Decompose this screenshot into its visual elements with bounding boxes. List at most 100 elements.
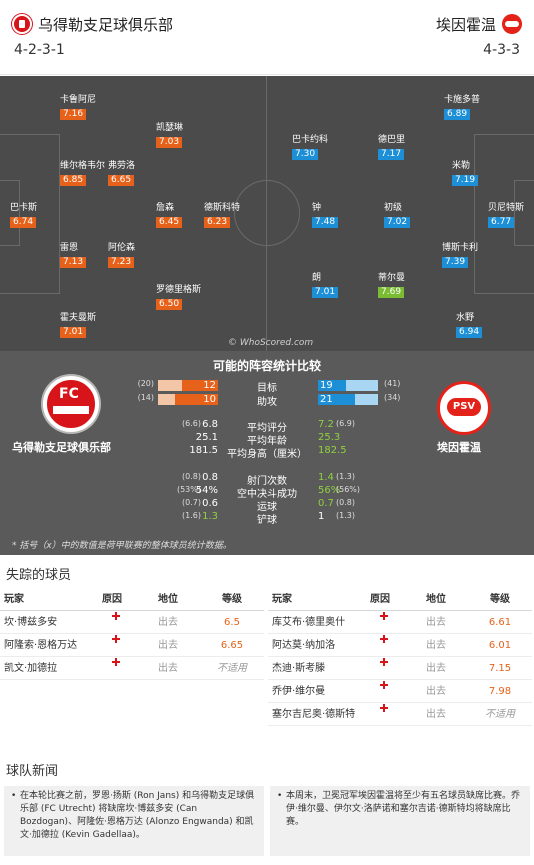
injury-cross-icon <box>380 704 388 712</box>
missing-player-name[interactable]: 乔伊·维尔曼 <box>272 686 326 697</box>
missing-table-header: 玩家 原因 地位 等级 <box>268 588 532 611</box>
away-player[interactable]: 钟 7.48 <box>312 202 339 228</box>
away-player[interactable]: 朗 7.01 <box>312 272 339 298</box>
away-player[interactable]: 巴卡约科 7.30 <box>292 134 328 160</box>
grade-cell: 不适用 <box>217 663 247 674</box>
player-name: 贝尼特斯 <box>488 203 525 213</box>
home-prev-value: (53%) <box>176 485 201 494</box>
player-rating: 7.69 <box>378 287 405 298</box>
player-name: 德巴里 <box>378 135 406 145</box>
away-player[interactable]: 初级 7.02 <box>384 202 411 228</box>
status-cell: 出去 <box>426 617 446 628</box>
home-player[interactable]: 巴卡斯 6.74 <box>10 202 37 228</box>
home-player[interactable]: 雷恩 7.13 <box>60 242 87 268</box>
home-player[interactable]: 罗德里格斯 6.50 <box>156 284 201 310</box>
missing-player-name[interactable]: 塞尔吉尼奥·德斯特 <box>272 709 356 720</box>
player-rating: 7.23 <box>108 257 135 268</box>
missing-player-name[interactable]: 库艾布·德里奥什 <box>272 617 346 628</box>
home-team-label: 乌得勒支足球俱乐部 <box>12 441 111 454</box>
match-header: 乌得勒支足球俱乐部 埃因霍温 4-2-3-1 4-3-3 <box>0 0 534 75</box>
missing-player-name[interactable]: 凯文·加德拉 <box>4 663 58 674</box>
player-name: 维尔格韦尔 <box>60 161 106 171</box>
stat-label: 空中决斗成功 <box>237 489 297 500</box>
table-row: 塞尔吉尼奥·德斯特 出去 不适用 <box>268 703 532 726</box>
stat-row-value-3: (0.8) 0.8 射门次数 1.4 (1.3) <box>0 472 534 487</box>
player-rating: 7.19 <box>452 175 479 186</box>
player-rating: 7.03 <box>156 137 183 148</box>
table-row: 凯文·加德拉 出去 不适用 <box>0 657 264 680</box>
stat-label: 平均年龄 <box>247 436 287 447</box>
away-player[interactable]: 蒂尔曼 7.69 <box>378 272 405 298</box>
missing-player-name[interactable]: 坎·博兹多安 <box>4 617 58 628</box>
table-row: 阿隆索·恩格万达 出去 6.65 <box>0 634 264 657</box>
stat-row-1: (14) 10 助攻 21 (34) <box>0 393 534 408</box>
stat-label: 运球 <box>257 502 277 513</box>
stat-row-0: (20) 12 目标 19 (41) <box>0 379 534 394</box>
home-player[interactable]: 阿伦森 7.23 <box>108 242 135 268</box>
player-name: 巴卡约科 <box>292 135 329 145</box>
away-team-link[interactable]: 埃因霍温 <box>436 12 522 36</box>
header-reason: 原因 <box>370 594 390 605</box>
home-player[interactable]: 詹森 6.45 <box>156 202 183 228</box>
header-grade: 等级 <box>222 594 242 605</box>
player-rating: 6.77 <box>488 217 515 228</box>
home-stat-value: 54% <box>195 485 218 496</box>
away-prev-value: (0.8) <box>336 498 355 507</box>
away-prev-value: (41) <box>384 379 401 388</box>
grade-cell: 不适用 <box>485 709 515 720</box>
header-position: 地位 <box>426 594 446 605</box>
away-player[interactable]: 贝尼特斯 6.77 <box>488 202 524 228</box>
grade-cell: 6.5 <box>224 617 240 628</box>
missing-players-title: 失踪的球员 <box>6 568 72 583</box>
away-missing-list: 玩家 原因 地位 等级 库艾布·德里奥什 出去 6.61 阿达莫·纳加洛 出去 6.01 杰迪·斯考… <box>268 588 532 726</box>
player-name: 德斯科特 <box>204 203 241 213</box>
home-player[interactable]: 弗劳洛 6.65 <box>108 160 135 186</box>
player-rating: 7.13 <box>60 257 87 268</box>
player-name: 霍夫曼斯 <box>60 313 97 323</box>
away-stat-value: 7.2 <box>318 419 334 430</box>
status-cell: 出去 <box>158 663 178 674</box>
away-player[interactable]: 米勒 7.19 <box>452 160 479 186</box>
away-player[interactable]: 卡施多普 6.89 <box>444 94 480 120</box>
missing-player-name[interactable]: 阿达莫·纳加洛 <box>272 640 336 651</box>
stat-row-value-1: 25.1 平均年龄 25.3 <box>0 432 534 447</box>
missing-player-name[interactable]: 阿隆索·恩格万达 <box>4 640 78 651</box>
home-player[interactable]: 维尔格韦尔 6.85 <box>60 160 105 186</box>
home-stat-value: 0.6 <box>202 498 218 509</box>
stat-row-value-2: 181.5 平均身高（厘米） 182.5 <box>0 445 534 460</box>
table-row: 坎·博兹多安 出去 6.5 <box>0 611 264 634</box>
home-team-link[interactable]: 乌得勒支足球俱乐部 <box>12 12 173 36</box>
stat-label: 平均身高（厘米） <box>227 449 307 460</box>
table-row: 阿达莫·纳加洛 出去 6.01 <box>268 634 532 657</box>
player-rating: 7.01 <box>312 287 339 298</box>
player-name: 朗 <box>312 273 322 283</box>
status-cell: 出去 <box>158 640 178 651</box>
away-team-news: 本周末，卫冕冠军埃因霍温将至少有五名球员缺席比赛。乔伊·维尔曼、伊尔文·洛萨诺和… <box>270 786 530 856</box>
away-stat-value: 1.4 <box>318 472 334 483</box>
status-cell: 出去 <box>426 709 446 720</box>
player-name: 凯瑟琳 <box>156 123 184 133</box>
injury-cross-icon <box>112 658 120 666</box>
grade-cell: 6.01 <box>488 640 512 651</box>
table-row: 杰迪·斯考滕 出去 7.15 <box>268 657 532 680</box>
away-player[interactable]: 德巴里 7.17 <box>378 134 405 160</box>
home-player[interactable]: 卡鲁阿尼 7.16 <box>60 94 96 120</box>
player-name: 罗德里格斯 <box>156 285 202 295</box>
home-player[interactable]: 凯瑟琳 7.03 <box>156 122 183 148</box>
player-rating: 7.48 <box>312 217 339 228</box>
player-name: 钟 <box>312 203 322 213</box>
stat-label: 目标 <box>257 383 277 394</box>
away-stat-value: 182.5 <box>318 445 347 456</box>
home-stat-value: 10 <box>203 394 216 405</box>
home-player[interactable]: 霍夫曼斯 7.01 <box>60 312 96 338</box>
missing-player-name[interactable]: 杰迪·斯考滕 <box>272 663 326 674</box>
away-team-name: 埃因霍温 <box>435 15 496 34</box>
away-stat-value: 1 <box>318 511 325 522</box>
utrecht-crest-icon <box>43 376 99 432</box>
injury-cross-icon <box>112 635 120 643</box>
header-reason: 原因 <box>102 594 122 605</box>
missing-table-header: 玩家 原因 地位 等级 <box>0 588 264 611</box>
away-player[interactable]: 博斯卡利 7.39 <box>442 242 478 268</box>
away-player[interactable]: 水野 6.94 <box>456 312 483 338</box>
home-player[interactable]: 德斯科特 6.23 <box>204 202 240 228</box>
